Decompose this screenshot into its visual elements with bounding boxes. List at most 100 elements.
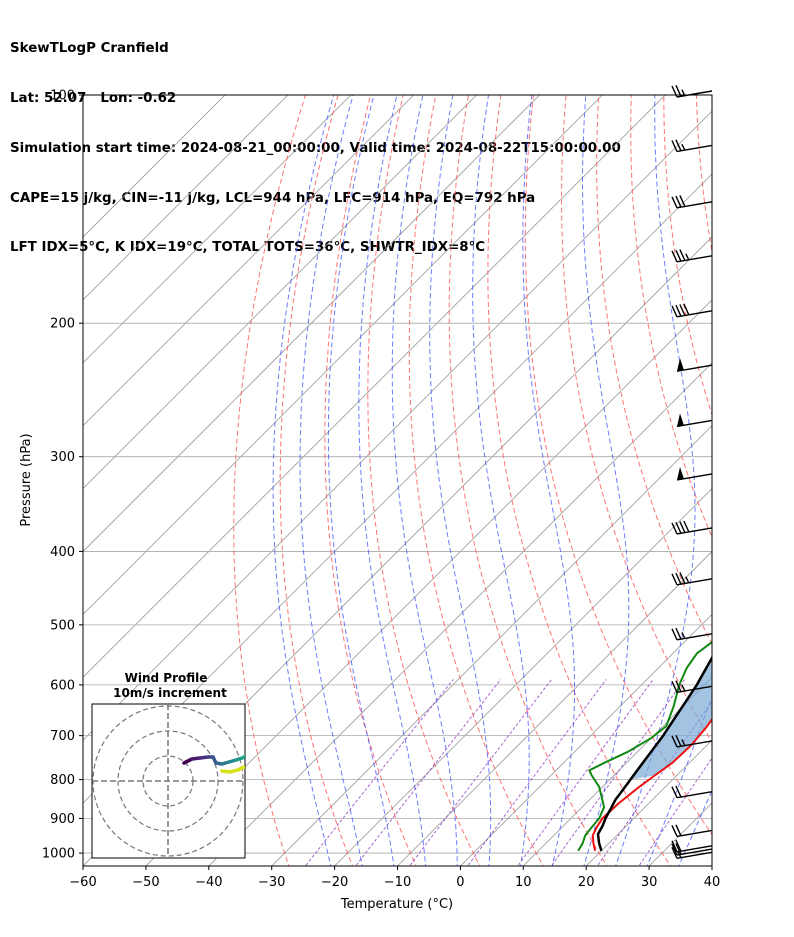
dry-adiabat-line [408, 95, 544, 866]
wind-barb [671, 734, 713, 748]
inset-title: Wind Profile [125, 671, 208, 685]
moist-adiabat-line [678, 789, 712, 866]
hodograph-segment [220, 765, 245, 774]
wind-barb [671, 139, 713, 153]
y-tick-label: 600 [50, 678, 75, 693]
wind-barb [671, 249, 713, 263]
mixing-ratio-line [550, 679, 686, 866]
isotherm-line [396, 550, 712, 866]
dry-adiabat-line [324, 95, 417, 866]
x-tick-label: 20 [578, 875, 595, 890]
wind-barb [671, 843, 713, 856]
cape-area [630, 657, 712, 780]
x-tick-label: −60 [69, 875, 96, 890]
x-tick-label: −50 [132, 875, 159, 890]
isotherm-line [83, 95, 226, 238]
dewpoint-line [577, 640, 712, 852]
wind-barb [671, 195, 713, 209]
mixing-ratio-line [304, 679, 454, 866]
isotherm-line [83, 95, 666, 678]
moist-adiabat-line [472, 95, 530, 866]
x-tick-label: 40 [704, 875, 721, 890]
y-tick-label: 500 [50, 618, 75, 633]
x-tick-label: 30 [641, 875, 658, 890]
mixing-ratio-line [517, 679, 654, 866]
y-tick-label: 800 [50, 773, 75, 788]
y-tick-label: 700 [50, 729, 75, 744]
isotherm-line [145, 299, 712, 866]
wind-barb [676, 466, 713, 481]
temperature-line [591, 717, 712, 852]
wind-barb [671, 824, 713, 838]
y-tick-label: 300 [50, 450, 75, 465]
moist-adiabat-line [522, 95, 575, 866]
moist-adiabat-line [327, 95, 395, 866]
title-station: SkewTLogP Cranfield [10, 41, 169, 57]
dry-adiabat-line [279, 95, 354, 866]
wind-barb [671, 785, 713, 799]
wind-barb [671, 303, 713, 318]
dry-adiabat-line [367, 95, 481, 866]
isotherm-line [83, 95, 603, 615]
dry-adiabat-line [524, 95, 712, 836]
wind-barb [671, 520, 713, 535]
wind-barb [671, 627, 713, 641]
mixing-ratio-line [467, 679, 607, 866]
isotherm-line [83, 95, 289, 301]
moist-adiabat-line [272, 95, 335, 866]
wind-barb [671, 839, 713, 853]
y-tick-label: 100 [50, 89, 75, 104]
mixing-ratio-line [354, 679, 502, 866]
dry-adiabat-line [561, 95, 712, 743]
isotherm-line [334, 488, 712, 866]
y-tick-label: 900 [50, 812, 75, 827]
mixing-ratio-line [408, 679, 553, 866]
isotherm-line [83, 95, 478, 490]
parcel-line [596, 655, 712, 852]
dry-adiabat-line [487, 95, 672, 866]
x-tick-label: −10 [384, 875, 411, 890]
isotherm-line [271, 425, 712, 866]
y-axis-label: Pressure (hPa) [19, 433, 34, 526]
dry-adiabat-line [448, 95, 608, 866]
dry-adiabat-line [630, 95, 712, 539]
y-tick-label: 400 [50, 545, 75, 560]
x-tick-label: 0 [456, 875, 464, 890]
dry-adiabat-line [760, 78, 794, 869]
isotherm-line [83, 110, 712, 741]
chart-title-block: SkewTLogP Cranfield Lat: 52.07 Lon: -0.6… [10, 8, 621, 274]
inset-subtitle: 10m/s increment [113, 686, 227, 700]
x-axis-label: Temperature (°C) [340, 897, 453, 912]
isotherm-line [83, 95, 541, 553]
moist-adiabat-line [429, 95, 492, 866]
x-tick-label: 10 [515, 875, 532, 890]
moist-adiabat-line [581, 95, 630, 866]
y-tick-label: 1000 [42, 847, 75, 862]
x-tick-label: −20 [321, 875, 348, 890]
isotherm-line [459, 613, 712, 866]
wind-barb [671, 847, 713, 860]
moist-adiabat-line [391, 95, 458, 866]
moist-adiabat-line [358, 95, 427, 866]
y-tick-label: 200 [50, 317, 75, 332]
x-tick-label: −30 [258, 875, 285, 890]
dry-adiabat-line [728, 78, 794, 869]
dry-adiabat-line [596, 95, 712, 645]
isotherm-line [208, 362, 712, 866]
wind-profile-inset: Wind Profile 10m/s increment [91, 671, 246, 859]
wind-barb [676, 358, 713, 372]
dry-adiabat-line [233, 95, 307, 866]
isotherm-line [83, 95, 352, 364]
title-times: Simulation start time: 2024-08-21_00:00:… [10, 140, 621, 156]
moist-adiabat-line [646, 694, 712, 866]
wind-barb [676, 413, 713, 428]
x-tick-label: −40 [195, 875, 222, 890]
wind-barb [671, 572, 713, 586]
isotherm-line [83, 95, 415, 427]
mixing-ratio-line [638, 757, 712, 866]
moist-adiabat-line [299, 95, 363, 866]
isotherm-line [711, 865, 712, 866]
wind-barb [671, 680, 713, 694]
hodograph-segment [240, 754, 245, 760]
